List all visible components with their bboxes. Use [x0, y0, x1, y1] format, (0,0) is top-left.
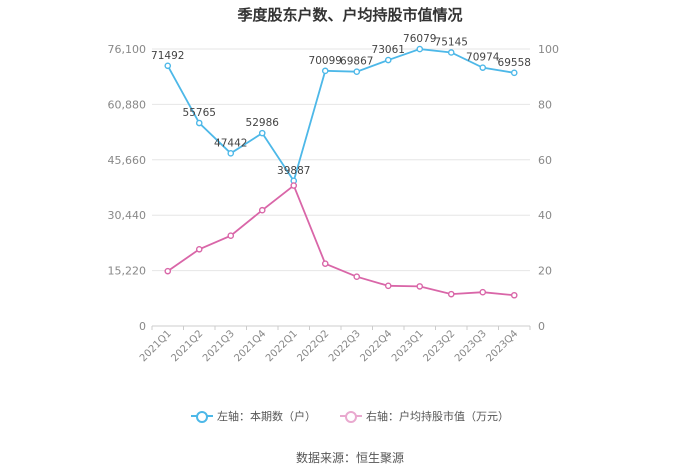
- y-right-tick-label: 40: [538, 209, 552, 222]
- x-tick-label: 2022Q2: [296, 328, 332, 364]
- x-tick-label: 2022Q1: [264, 328, 300, 364]
- data-label: 39887: [277, 165, 310, 177]
- data-label: 76079: [403, 33, 436, 45]
- x-tick-label: 2021Q3: [201, 328, 237, 364]
- x-tick-label: 2023Q1: [390, 328, 426, 364]
- data-point-left: [227, 150, 235, 157]
- data-point-right: [353, 273, 361, 280]
- legend-swatch-right: [340, 411, 362, 423]
- legend: 左轴：本期数（户） 右轴：户均持股市值（万元）: [0, 408, 700, 424]
- data-point-left: [258, 129, 266, 137]
- data-point-right: [447, 290, 455, 298]
- x-tick-label: 2021Q4: [233, 328, 269, 364]
- x-tick-label: 2022Q4: [359, 328, 395, 364]
- y-left-tick-label: 0: [139, 320, 146, 333]
- y-right-tick-label: 60: [538, 154, 552, 167]
- y-left-tick-label: 30,440: [108, 209, 147, 222]
- data-label: 75145: [435, 36, 468, 48]
- data-point-right: [479, 288, 487, 296]
- legend-item-right-series[interactable]: 右轴：户均持股市值（万元）: [340, 408, 509, 424]
- data-point-right: [384, 282, 392, 290]
- y-left-tick-label: 60,880: [108, 98, 147, 111]
- x-tick-label: 2021Q1: [138, 328, 174, 364]
- x-tick-label: 2021Q2: [170, 328, 206, 364]
- data-point-right: [290, 182, 298, 189]
- data-point-left: [384, 56, 392, 64]
- source-note: 数据来源：恒生聚源: [295, 451, 404, 465]
- legend-label-right: 右轴：户均持股市值（万元）: [366, 410, 509, 423]
- data-label: 69867: [340, 56, 373, 68]
- series-line-left: [166, 48, 515, 183]
- data-label: 47442: [214, 137, 247, 149]
- data-label: 73061: [372, 44, 405, 56]
- data-point-left: [353, 68, 361, 75]
- legend-item-left-series[interactable]: 左轴：本期数（户）: [191, 408, 316, 424]
- x-tick-label: 2023Q3: [453, 328, 489, 364]
- legend-swatch-left: [191, 411, 213, 423]
- data-point-right: [195, 245, 203, 253]
- data-point-left: [510, 69, 518, 77]
- y-left-tick-label: 76,100: [108, 43, 147, 56]
- data-point-left: [164, 62, 172, 70]
- data-point-right: [510, 291, 518, 299]
- legend-label-left: 左轴：本期数（户）: [217, 410, 316, 423]
- y-right-tick-label: 0: [538, 320, 545, 333]
- data-label: 71492: [151, 50, 184, 62]
- data-point-left: [416, 45, 424, 53]
- y-left-tick-label: 15,220: [108, 265, 147, 278]
- data-point-left: [447, 49, 455, 56]
- data-point-left: [195, 119, 203, 127]
- data-point-right: [416, 283, 424, 290]
- x-tick-label: 2023Q4: [485, 328, 521, 364]
- y-right-tick-label: 20: [538, 265, 552, 278]
- y-right-tick-label: 100: [538, 43, 559, 56]
- data-point-left: [321, 67, 329, 75]
- data-label: 70974: [466, 52, 500, 64]
- data-point-right: [164, 267, 172, 275]
- data-label: 70099: [309, 55, 342, 67]
- x-tick-label: 2022Q3: [327, 328, 363, 364]
- y-left-tick-label: 45,660: [108, 154, 147, 167]
- data-point-right: [227, 232, 235, 239]
- data-point-right: [258, 206, 266, 214]
- data-label: 69558: [498, 57, 531, 69]
- chart-title: 季度股东户数、户均持股市值情况: [237, 6, 463, 24]
- series-line-right: [167, 184, 515, 297]
- data-label: 55765: [183, 107, 216, 119]
- data-point-left: [479, 64, 487, 71]
- y-right-tick-label: 80: [538, 98, 552, 111]
- data-point-right: [321, 260, 329, 267]
- x-tick-label: 2023Q2: [422, 328, 458, 364]
- data-label: 52986: [246, 117, 280, 129]
